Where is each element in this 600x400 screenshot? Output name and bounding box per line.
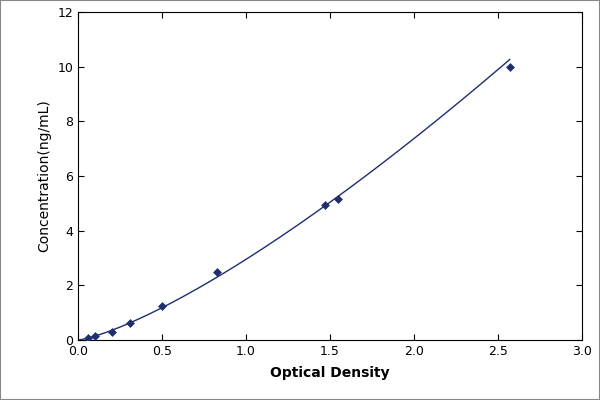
Point [83,335,93,341]
Point [212,268,222,275]
Point [125,320,135,326]
Y-axis label: Concentration(ng/mL): Concentration(ng/mL) [38,100,52,252]
Point [505,64,515,70]
Point [107,328,116,335]
X-axis label: Optical Density: Optical Density [270,366,390,380]
Point [157,303,167,309]
Point [320,202,330,208]
Point [90,333,100,340]
Point [334,196,343,202]
